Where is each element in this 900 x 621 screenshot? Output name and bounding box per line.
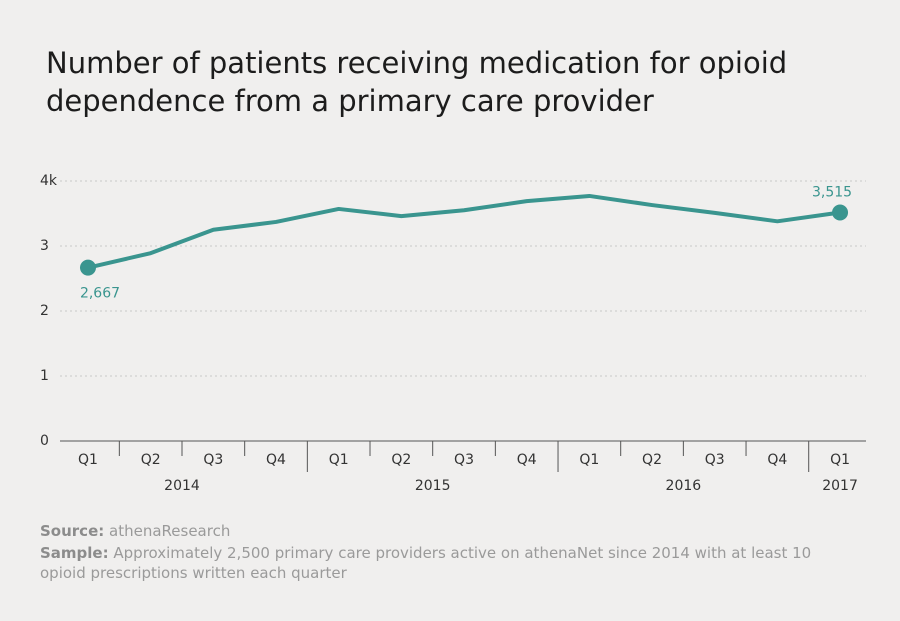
line bbox=[87, 193, 841, 270]
x-tick-label: Q4 bbox=[517, 452, 537, 468]
x-tick-label: Q2 bbox=[642, 452, 662, 468]
sample: Sample: Approximately 2,500 primary care… bbox=[40, 543, 860, 583]
x-tick-label: Q2 bbox=[141, 452, 161, 468]
source-label: Source: bbox=[40, 522, 105, 540]
marker bbox=[80, 259, 96, 276]
y-tick-label: 1 bbox=[40, 368, 49, 384]
year-label: 2014 bbox=[164, 478, 200, 494]
x-tick-label: Q2 bbox=[391, 452, 411, 468]
y-tick-label: 2 bbox=[40, 303, 49, 319]
data-label: 2,667 bbox=[80, 286, 120, 302]
y-tick-label: 3 bbox=[40, 238, 49, 254]
chart-title: Number of patients receiving medication … bbox=[46, 46, 788, 118]
y-tick-label: 4k bbox=[40, 173, 58, 189]
sample-label: Sample: bbox=[40, 544, 109, 562]
year-label: 2017 bbox=[822, 478, 858, 494]
x-tick-label: Q1 bbox=[579, 452, 599, 468]
x-tick-label: Q1 bbox=[329, 452, 349, 468]
sample-text: Approximately 2,500 primary care provide… bbox=[40, 544, 812, 582]
source-text: athenaResearch bbox=[109, 522, 231, 540]
source: Source: athenaResearch bbox=[40, 521, 860, 541]
x-tick-label: Q4 bbox=[266, 452, 286, 468]
x-tick-label: Q4 bbox=[767, 452, 787, 468]
year-label: 2015 bbox=[415, 478, 451, 494]
x-tick-label: Q3 bbox=[203, 452, 223, 468]
data-label: 3,515 bbox=[812, 185, 852, 201]
x-tick-label: Q3 bbox=[454, 452, 474, 468]
year-label: 2016 bbox=[666, 478, 702, 494]
y-tick-label: 0 bbox=[40, 433, 49, 449]
x-tick-label: Q3 bbox=[705, 452, 725, 468]
x-tick-label: Q1 bbox=[78, 452, 98, 468]
x-tick-label: Q1 bbox=[830, 452, 850, 468]
marker bbox=[832, 204, 849, 221]
